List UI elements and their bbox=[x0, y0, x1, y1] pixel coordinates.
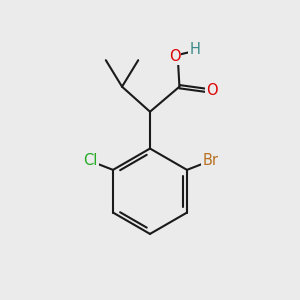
Text: O: O bbox=[169, 49, 180, 64]
Text: Br: Br bbox=[202, 153, 218, 168]
Text: H: H bbox=[190, 42, 200, 57]
Text: O: O bbox=[206, 83, 218, 98]
Text: Cl: Cl bbox=[83, 153, 98, 168]
